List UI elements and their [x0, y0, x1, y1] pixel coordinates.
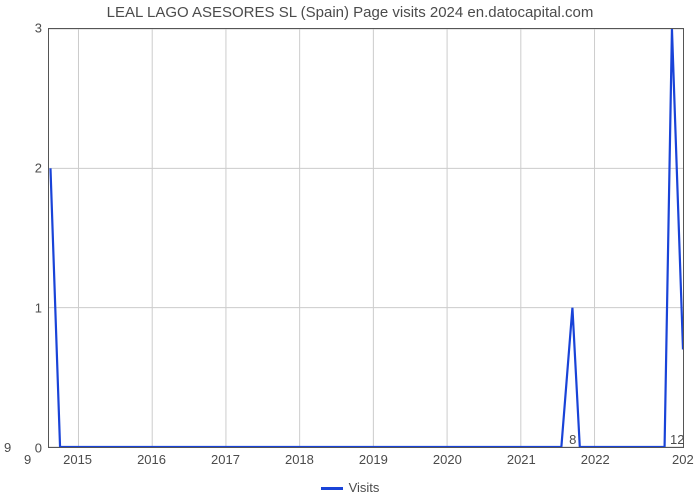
- top-right-inner-label: 12: [670, 432, 684, 447]
- bottom-left-outer-label: 9: [24, 452, 31, 467]
- legend-label: Visits: [349, 480, 380, 495]
- mid-left-outer-label: 9: [4, 440, 11, 455]
- chart-container: LEAL LAGO ASESORES SL (Spain) Page visit…: [0, 0, 700, 500]
- y-tick-label: 3: [12, 21, 42, 36]
- y-tick-label: 1: [12, 301, 42, 316]
- mid-right-inner-label: 8: [569, 432, 576, 447]
- x-tick-label: 2015: [63, 452, 92, 467]
- y-tick-label: 2: [12, 161, 42, 176]
- x-tick-label: 2018: [285, 452, 314, 467]
- plot-area: [48, 28, 684, 448]
- x-tick-label: 2020: [433, 452, 462, 467]
- x-tick-label: 2022: [581, 452, 610, 467]
- x-tick-label: 2016: [137, 452, 166, 467]
- x-tick-label: 2017: [211, 452, 240, 467]
- chart-title: LEAL LAGO ASESORES SL (Spain) Page visit…: [0, 4, 700, 21]
- bottom-right-outer-label: 202: [672, 452, 694, 467]
- x-tick-label: 2019: [359, 452, 388, 467]
- legend: Visits: [0, 480, 700, 495]
- x-tick-label: 2021: [507, 452, 536, 467]
- legend-swatch: [321, 487, 343, 490]
- plot-svg: [49, 29, 683, 447]
